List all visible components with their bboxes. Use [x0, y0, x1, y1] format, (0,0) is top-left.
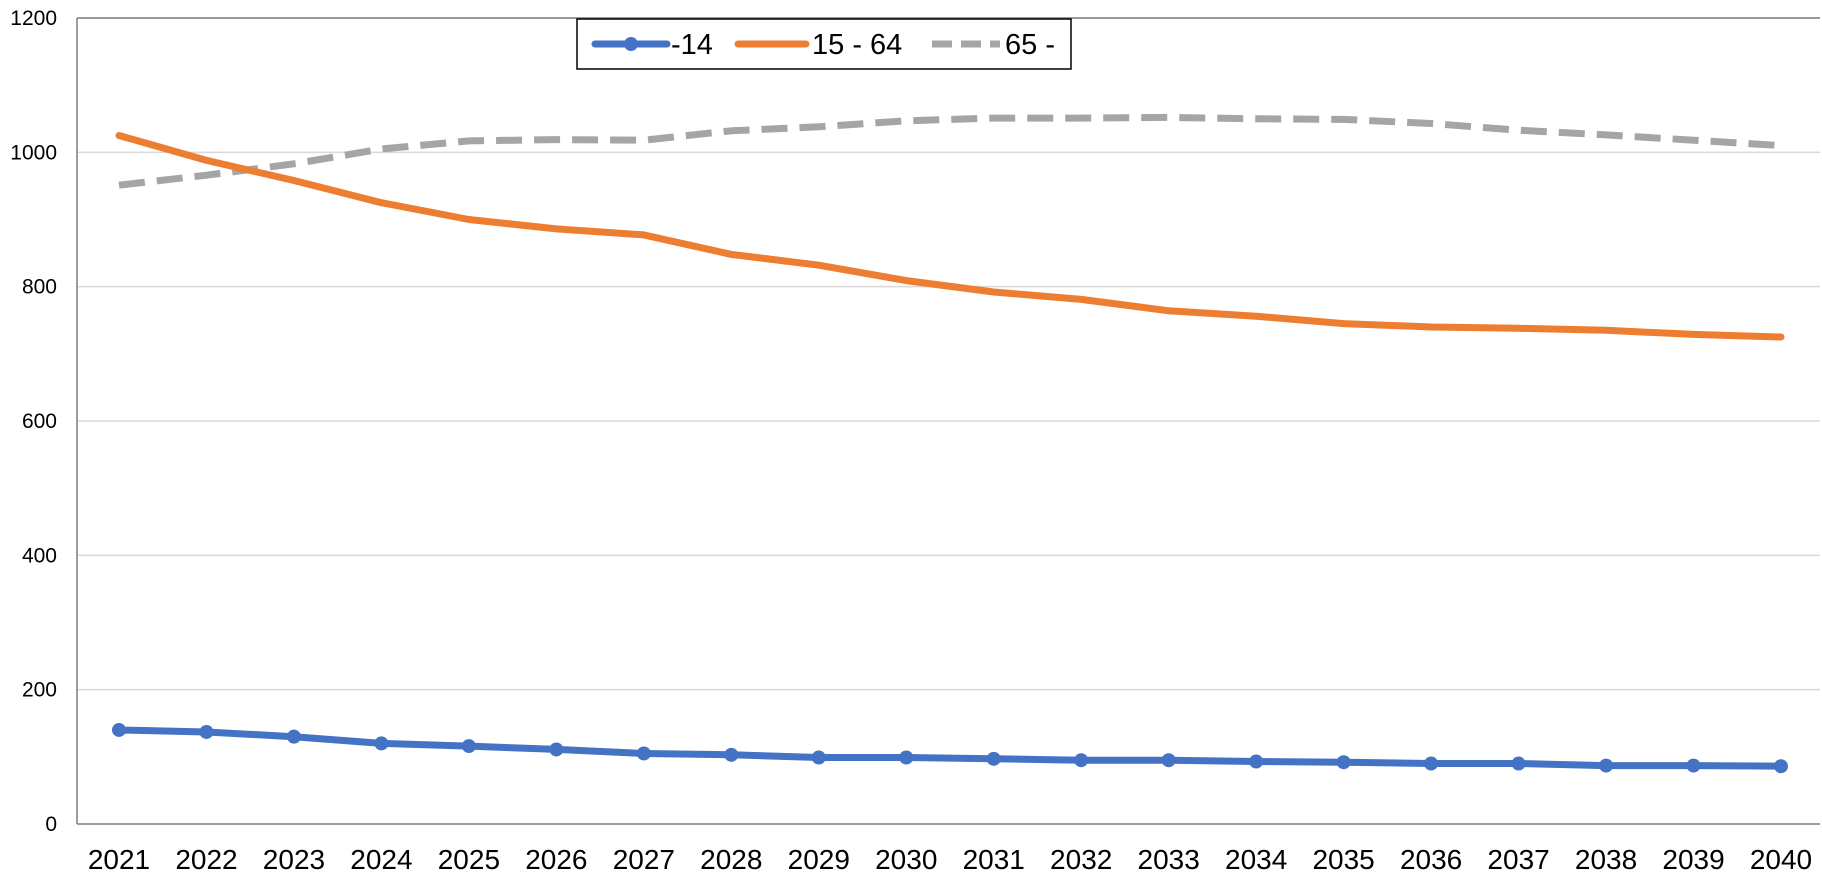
- legend-label: 15 - 64: [812, 29, 902, 61]
- x-tick-label: 2024: [350, 844, 412, 875]
- legend-entry: 15 - 64: [734, 29, 902, 61]
- x-tick-label: 2033: [1138, 844, 1200, 875]
- data-point: [636, 746, 651, 761]
- x-tick-label: 2035: [1312, 844, 1374, 875]
- x-tick-label: 2040: [1750, 844, 1812, 875]
- series-2: [118, 113, 1782, 189]
- x-tick-label: 2038: [1575, 844, 1637, 875]
- data-point: [461, 739, 476, 754]
- series-1: [115, 132, 1785, 341]
- data-point: [1336, 755, 1351, 770]
- y-tick-label: 600: [22, 410, 57, 433]
- data-point: [1161, 753, 1176, 768]
- x-tick-label: 2036: [1400, 844, 1462, 875]
- legend-marker: [624, 37, 638, 51]
- x-tick-label: 2023: [263, 844, 325, 875]
- data-point: [724, 747, 739, 762]
- legend: -14 15 - 64 65 -: [576, 18, 1072, 70]
- data-point: [112, 722, 126, 737]
- data-point: [1599, 758, 1614, 773]
- x-tick-label: 2030: [875, 844, 937, 875]
- data-point: [1424, 756, 1439, 771]
- legend-entry: 65 -: [932, 29, 1055, 61]
- data-point: [986, 751, 1001, 766]
- data-point: [1511, 756, 1526, 771]
- y-tick-label: 1000: [10, 141, 57, 164]
- x-tick-label: 2032: [1050, 844, 1112, 875]
- series-line: [115, 132, 1785, 341]
- gridlines: [76, 17, 1820, 825]
- x-tick-label: 2031: [963, 844, 1025, 875]
- data-point: [1774, 759, 1788, 774]
- x-tick-label: 2027: [613, 844, 675, 875]
- data-point: [1249, 754, 1264, 769]
- data-point: [286, 729, 301, 744]
- x-tick-label: 2029: [788, 844, 850, 875]
- y-tick-label: 400: [22, 544, 57, 567]
- x-tick-label: 2034: [1225, 844, 1287, 875]
- x-tick-label: 2037: [1487, 844, 1549, 875]
- x-tick-label: 2026: [525, 844, 587, 875]
- data-point: [374, 736, 389, 751]
- series-line: [115, 726, 1785, 770]
- x-tick-label: 2039: [1662, 844, 1724, 875]
- legend-label: -14: [671, 29, 713, 61]
- y-tick-label: 0: [45, 813, 57, 836]
- data-point: [199, 724, 214, 739]
- x-tick-label: 2028: [700, 844, 762, 875]
- y-tick-label: 800: [22, 276, 57, 299]
- series-0: [112, 722, 1788, 774]
- legend-label: 65 -: [1005, 29, 1055, 61]
- x-tick-label: 2021: [88, 844, 150, 875]
- data-point: [1686, 758, 1701, 773]
- x-tick-label: 2022: [175, 844, 237, 875]
- y-tick-label: 1200: [10, 7, 57, 30]
- data-point: [899, 750, 914, 765]
- legend-entry: -14: [591, 29, 713, 61]
- y-axis-ticks: 0 200 400 600 800 1000 1200: [10, 7, 57, 836]
- y-tick-label: 200: [22, 679, 57, 702]
- data-point: [1074, 753, 1089, 768]
- x-axis-ticks: 2021 2022 2023 2024 2025 2026 2027 2028 2029 2030…: [88, 844, 1812, 875]
- series-line: [118, 113, 1782, 189]
- x-tick-label: 2025: [438, 844, 500, 875]
- series-lines: [112, 113, 1788, 774]
- data-point: [811, 750, 826, 765]
- data-point: [549, 742, 564, 757]
